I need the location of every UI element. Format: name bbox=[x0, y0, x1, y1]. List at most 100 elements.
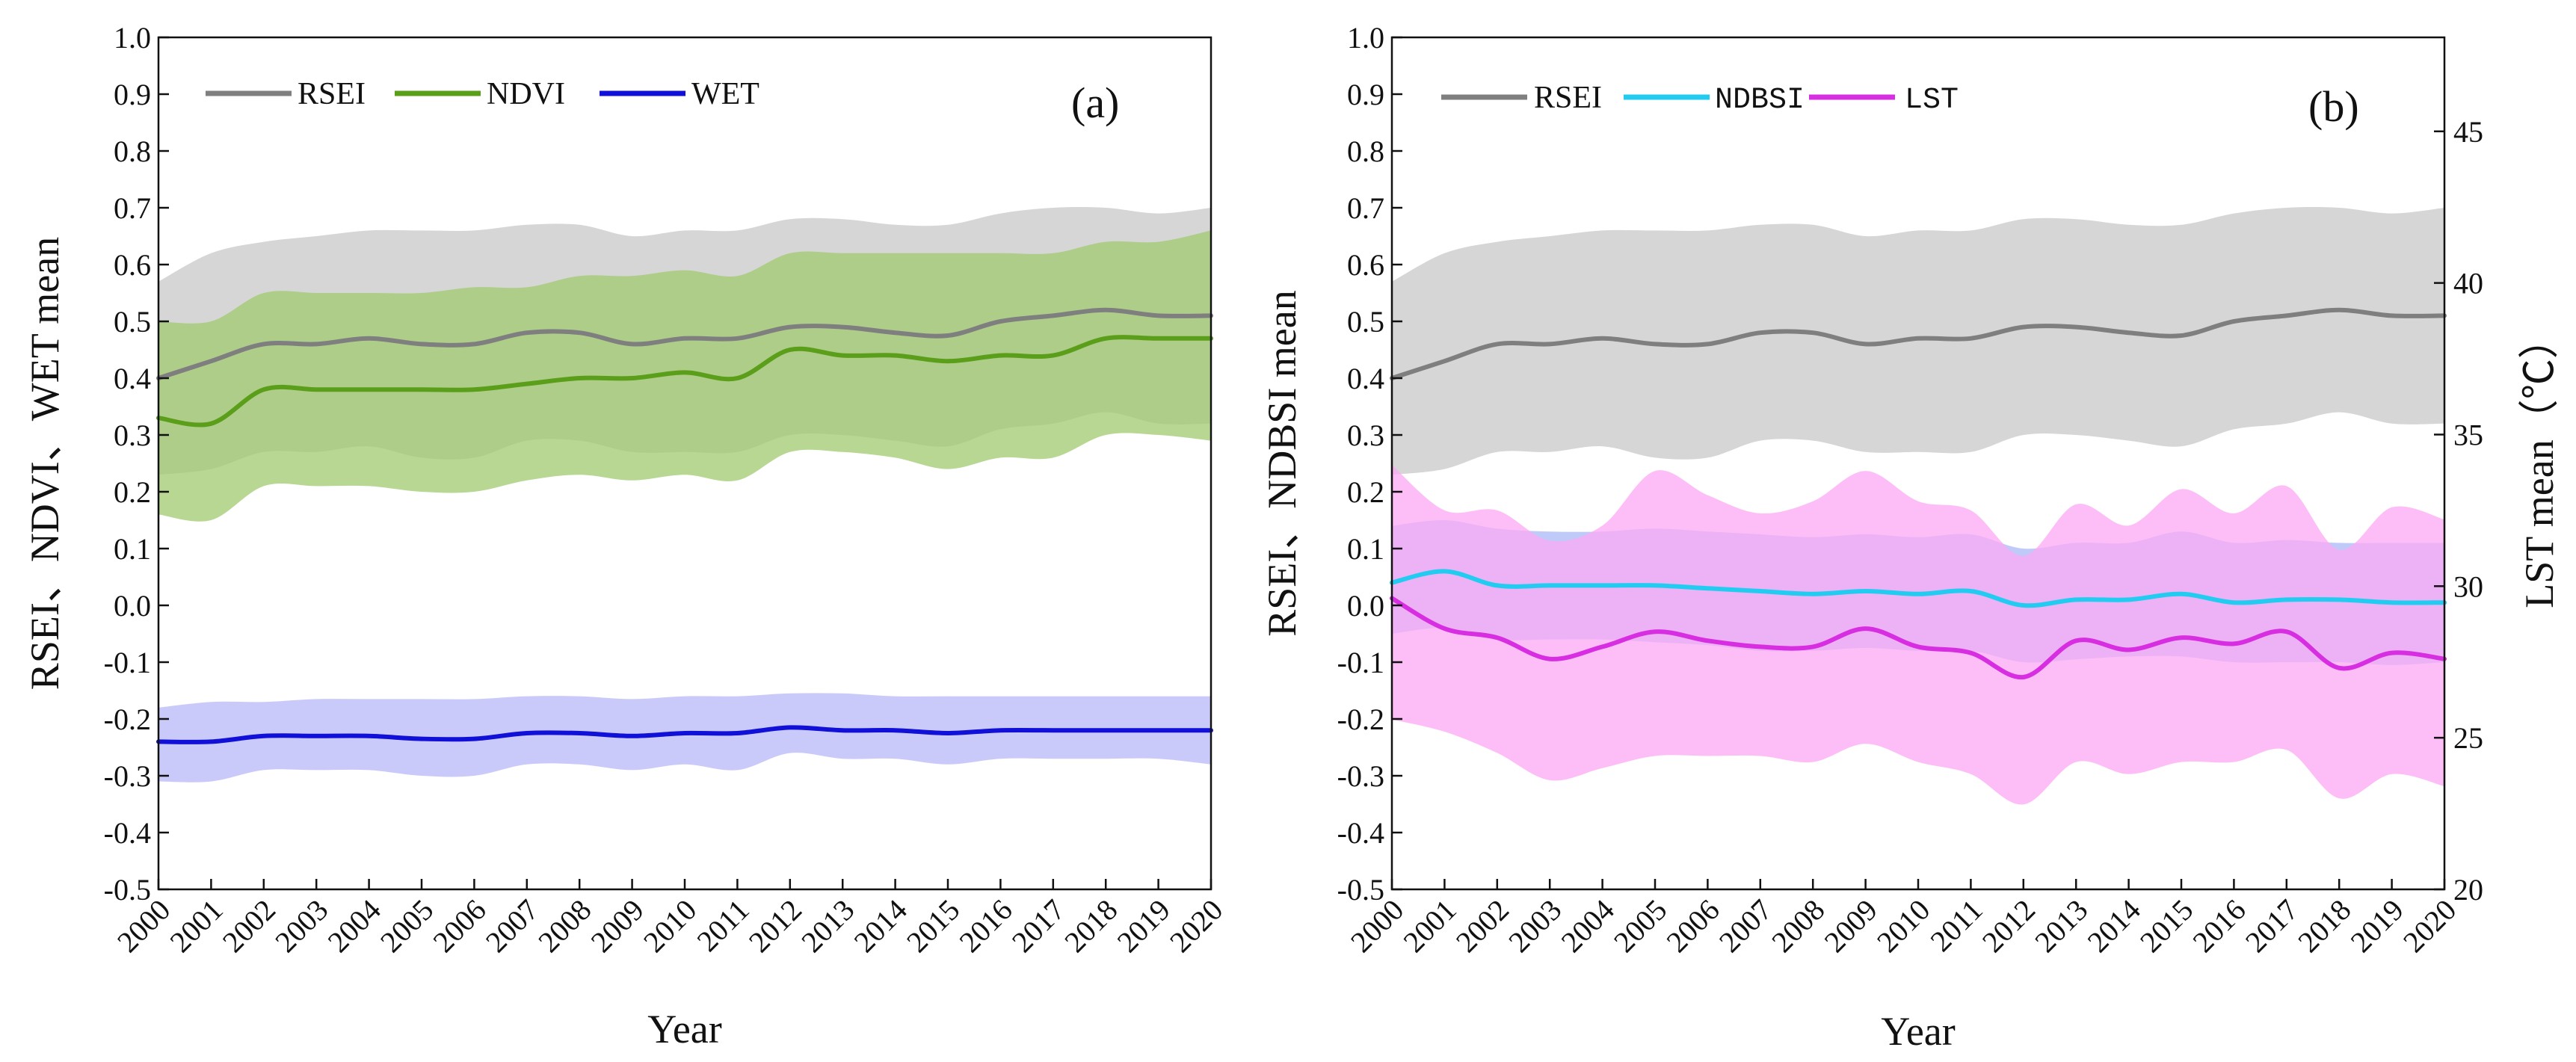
chart-panel-b: -0.5 -0.4 -0.3 -0.2 -0.1 0.0 0.1 0.2 0.3 0.4 0.5 0.… bbox=[1260, 21, 2562, 1054]
y-right-tick-label: 45 bbox=[2453, 115, 2483, 149]
y-tick-label: -0.3 bbox=[1337, 759, 1384, 793]
y-right-tick-label: 25 bbox=[2453, 721, 2483, 755]
x-tick-label: 2003 bbox=[268, 893, 334, 959]
x-tick-label: 2005 bbox=[374, 893, 440, 959]
series-line-rsei-a bbox=[156, 307, 1213, 380]
x-tick-label: 2006 bbox=[426, 893, 492, 959]
y-tick-label: -0.5 bbox=[104, 873, 151, 907]
x-tick-label: 2014 bbox=[2081, 893, 2147, 959]
band-ndvi-a bbox=[158, 230, 1211, 522]
y-tick-label: 0.1 bbox=[1347, 532, 1384, 566]
legend-label-rsei-a: RSEI bbox=[298, 77, 366, 111]
x-tick-label: 2001 bbox=[1396, 893, 1462, 959]
x-tick-label: 2018 bbox=[2291, 893, 2357, 959]
y-axis-right-title-b: LST mean（℃） bbox=[2517, 318, 2562, 608]
legend-b: RSEI NDBSI LST bbox=[1441, 81, 1959, 117]
y-tick-label: 0.0 bbox=[114, 589, 151, 623]
x-tick-label: 2017 bbox=[2239, 893, 2305, 959]
x-tick-label: 2008 bbox=[531, 893, 597, 959]
x-tick-label: 2007 bbox=[479, 893, 545, 959]
x-tick-label: 2004 bbox=[321, 893, 387, 959]
chart-panel-a: -0.5 -0.4 -0.3 -0.2 -0.1 0.0 0.1 0.2 0.3 0.4 0.5 0.… bbox=[22, 21, 1229, 1052]
x-tick-label: 2007 bbox=[1713, 893, 1778, 959]
series-line-ndbsi-b bbox=[1390, 569, 2447, 608]
x-tick-label: 2004 bbox=[1555, 893, 1621, 959]
panel-label-a: (a) bbox=[1071, 78, 1119, 127]
y-right-tick-label: 40 bbox=[2453, 267, 2483, 300]
band-lst-b bbox=[1392, 465, 2444, 805]
y-tick-label: 0.0 bbox=[1347, 589, 1384, 623]
band-group-b bbox=[1392, 207, 2444, 805]
legend-label-ndbsi-b: NDBSI bbox=[1715, 84, 1805, 117]
x-axis-title-b: Year bbox=[1881, 1009, 1956, 1054]
band-group-a bbox=[158, 207, 1211, 782]
x-tick-label: 2005 bbox=[1607, 893, 1673, 959]
y-tick-label: -0.1 bbox=[104, 646, 151, 679]
x-tick-label: 2006 bbox=[1660, 893, 1725, 959]
x-tick-label: 2016 bbox=[2186, 893, 2252, 959]
y-tick-label: 0.5 bbox=[114, 305, 151, 339]
series-line-wet-a bbox=[156, 725, 1213, 744]
y-tick-label: 0.8 bbox=[1347, 135, 1384, 168]
line-group-b bbox=[1390, 307, 2447, 680]
y-tick-label: -0.4 bbox=[104, 816, 151, 850]
x-tick-label: 2016 bbox=[952, 893, 1018, 959]
x-axis-title-a: Year bbox=[647, 1007, 722, 1052]
y-tick-label: -0.5 bbox=[1337, 873, 1384, 907]
y-tick-label: 0.7 bbox=[114, 191, 151, 225]
x-tick-label: 2014 bbox=[848, 893, 913, 959]
x-tick-label: 2019 bbox=[1111, 893, 1177, 959]
y-tick-label: 0.4 bbox=[1347, 362, 1384, 395]
series-line-lst-b bbox=[1390, 596, 2447, 680]
legend-label-wet-a: WET bbox=[691, 77, 759, 111]
y-tick-label: 0.6 bbox=[1347, 248, 1384, 282]
line-group-a bbox=[156, 307, 1213, 744]
x-tick-label: 2010 bbox=[637, 893, 703, 959]
x-tick-label: 2002 bbox=[1449, 893, 1515, 959]
x-tick-label: 2013 bbox=[795, 893, 860, 959]
x-tick-label: 2013 bbox=[2028, 893, 2094, 959]
x-tick-label: 2015 bbox=[2133, 893, 2199, 959]
x-tick-label: 2011 bbox=[690, 893, 755, 958]
x-tick-label: 2015 bbox=[900, 893, 966, 959]
y-tick-label: 0.8 bbox=[114, 135, 151, 168]
y-tick-label: 0.9 bbox=[1347, 78, 1384, 111]
x-tick-label: 2010 bbox=[1870, 893, 1936, 959]
legend-label-lst-b: LST bbox=[1905, 84, 1959, 117]
x-tick-label: 2009 bbox=[585, 893, 650, 959]
y-tick-label: -0.3 bbox=[104, 759, 151, 793]
x-tick-label: 2011 bbox=[1923, 893, 1988, 958]
x-tick-label: 2018 bbox=[1058, 893, 1124, 959]
y-right-tick-label: 35 bbox=[2453, 418, 2483, 451]
y-tick-label: -0.2 bbox=[1337, 703, 1384, 736]
x-tick-label: 2002 bbox=[216, 893, 282, 959]
y-tick-label: 0.7 bbox=[1347, 191, 1384, 225]
x-tick-label: 2003 bbox=[1502, 893, 1568, 959]
y-axis-ticks-b: -0.5 -0.4 -0.3 -0.2 -0.1 0.0 0.1 0.2 0.3 0.4 0.5 0.… bbox=[1337, 21, 1402, 907]
y-axis-title-a: RSEI、NDVI、WET mean bbox=[22, 237, 67, 690]
x-tick-label: 2017 bbox=[1005, 893, 1071, 959]
x-axis-ticks-b: 2000200120022003200420052006200720082009… bbox=[1344, 879, 2462, 959]
y-tick-label: -0.1 bbox=[1337, 646, 1384, 679]
x-tick-label: 2009 bbox=[1818, 893, 1884, 959]
y-axis-ticks-a: -0.5 -0.4 -0.3 -0.2 -0.1 0.0 0.1 0.2 0.3 0.4 0.5 0.… bbox=[104, 21, 169, 907]
band-wet-a bbox=[158, 693, 1211, 782]
y-tick-label: 0.5 bbox=[1347, 305, 1384, 339]
series-line-rsei-b bbox=[1390, 307, 2447, 380]
y-tick-label: 0.3 bbox=[114, 419, 151, 452]
x-tick-label: 2019 bbox=[2344, 893, 2410, 959]
y-tick-label: 0.4 bbox=[114, 362, 151, 395]
y-tick-label: -0.4 bbox=[1337, 816, 1384, 850]
x-tick-label: 2012 bbox=[742, 893, 808, 959]
y-tick-label: -0.2 bbox=[104, 703, 151, 736]
y-tick-label: 1.0 bbox=[114, 21, 151, 55]
y-axis-right-ticks-b: 20 25 30 35 40 45 bbox=[2434, 115, 2483, 907]
y-tick-label: 0.2 bbox=[114, 475, 151, 509]
panel-label-b: (b) bbox=[2308, 82, 2359, 131]
legend-label-ndvi-a: NDVI bbox=[487, 77, 565, 111]
x-tick-label: 2008 bbox=[1765, 893, 1831, 959]
y-tick-label: 0.3 bbox=[1347, 419, 1384, 452]
legend-a: RSEI NDVI WET bbox=[206, 77, 759, 111]
y-axis-title-b: RSEI、NDBSI mean bbox=[1260, 290, 1304, 636]
